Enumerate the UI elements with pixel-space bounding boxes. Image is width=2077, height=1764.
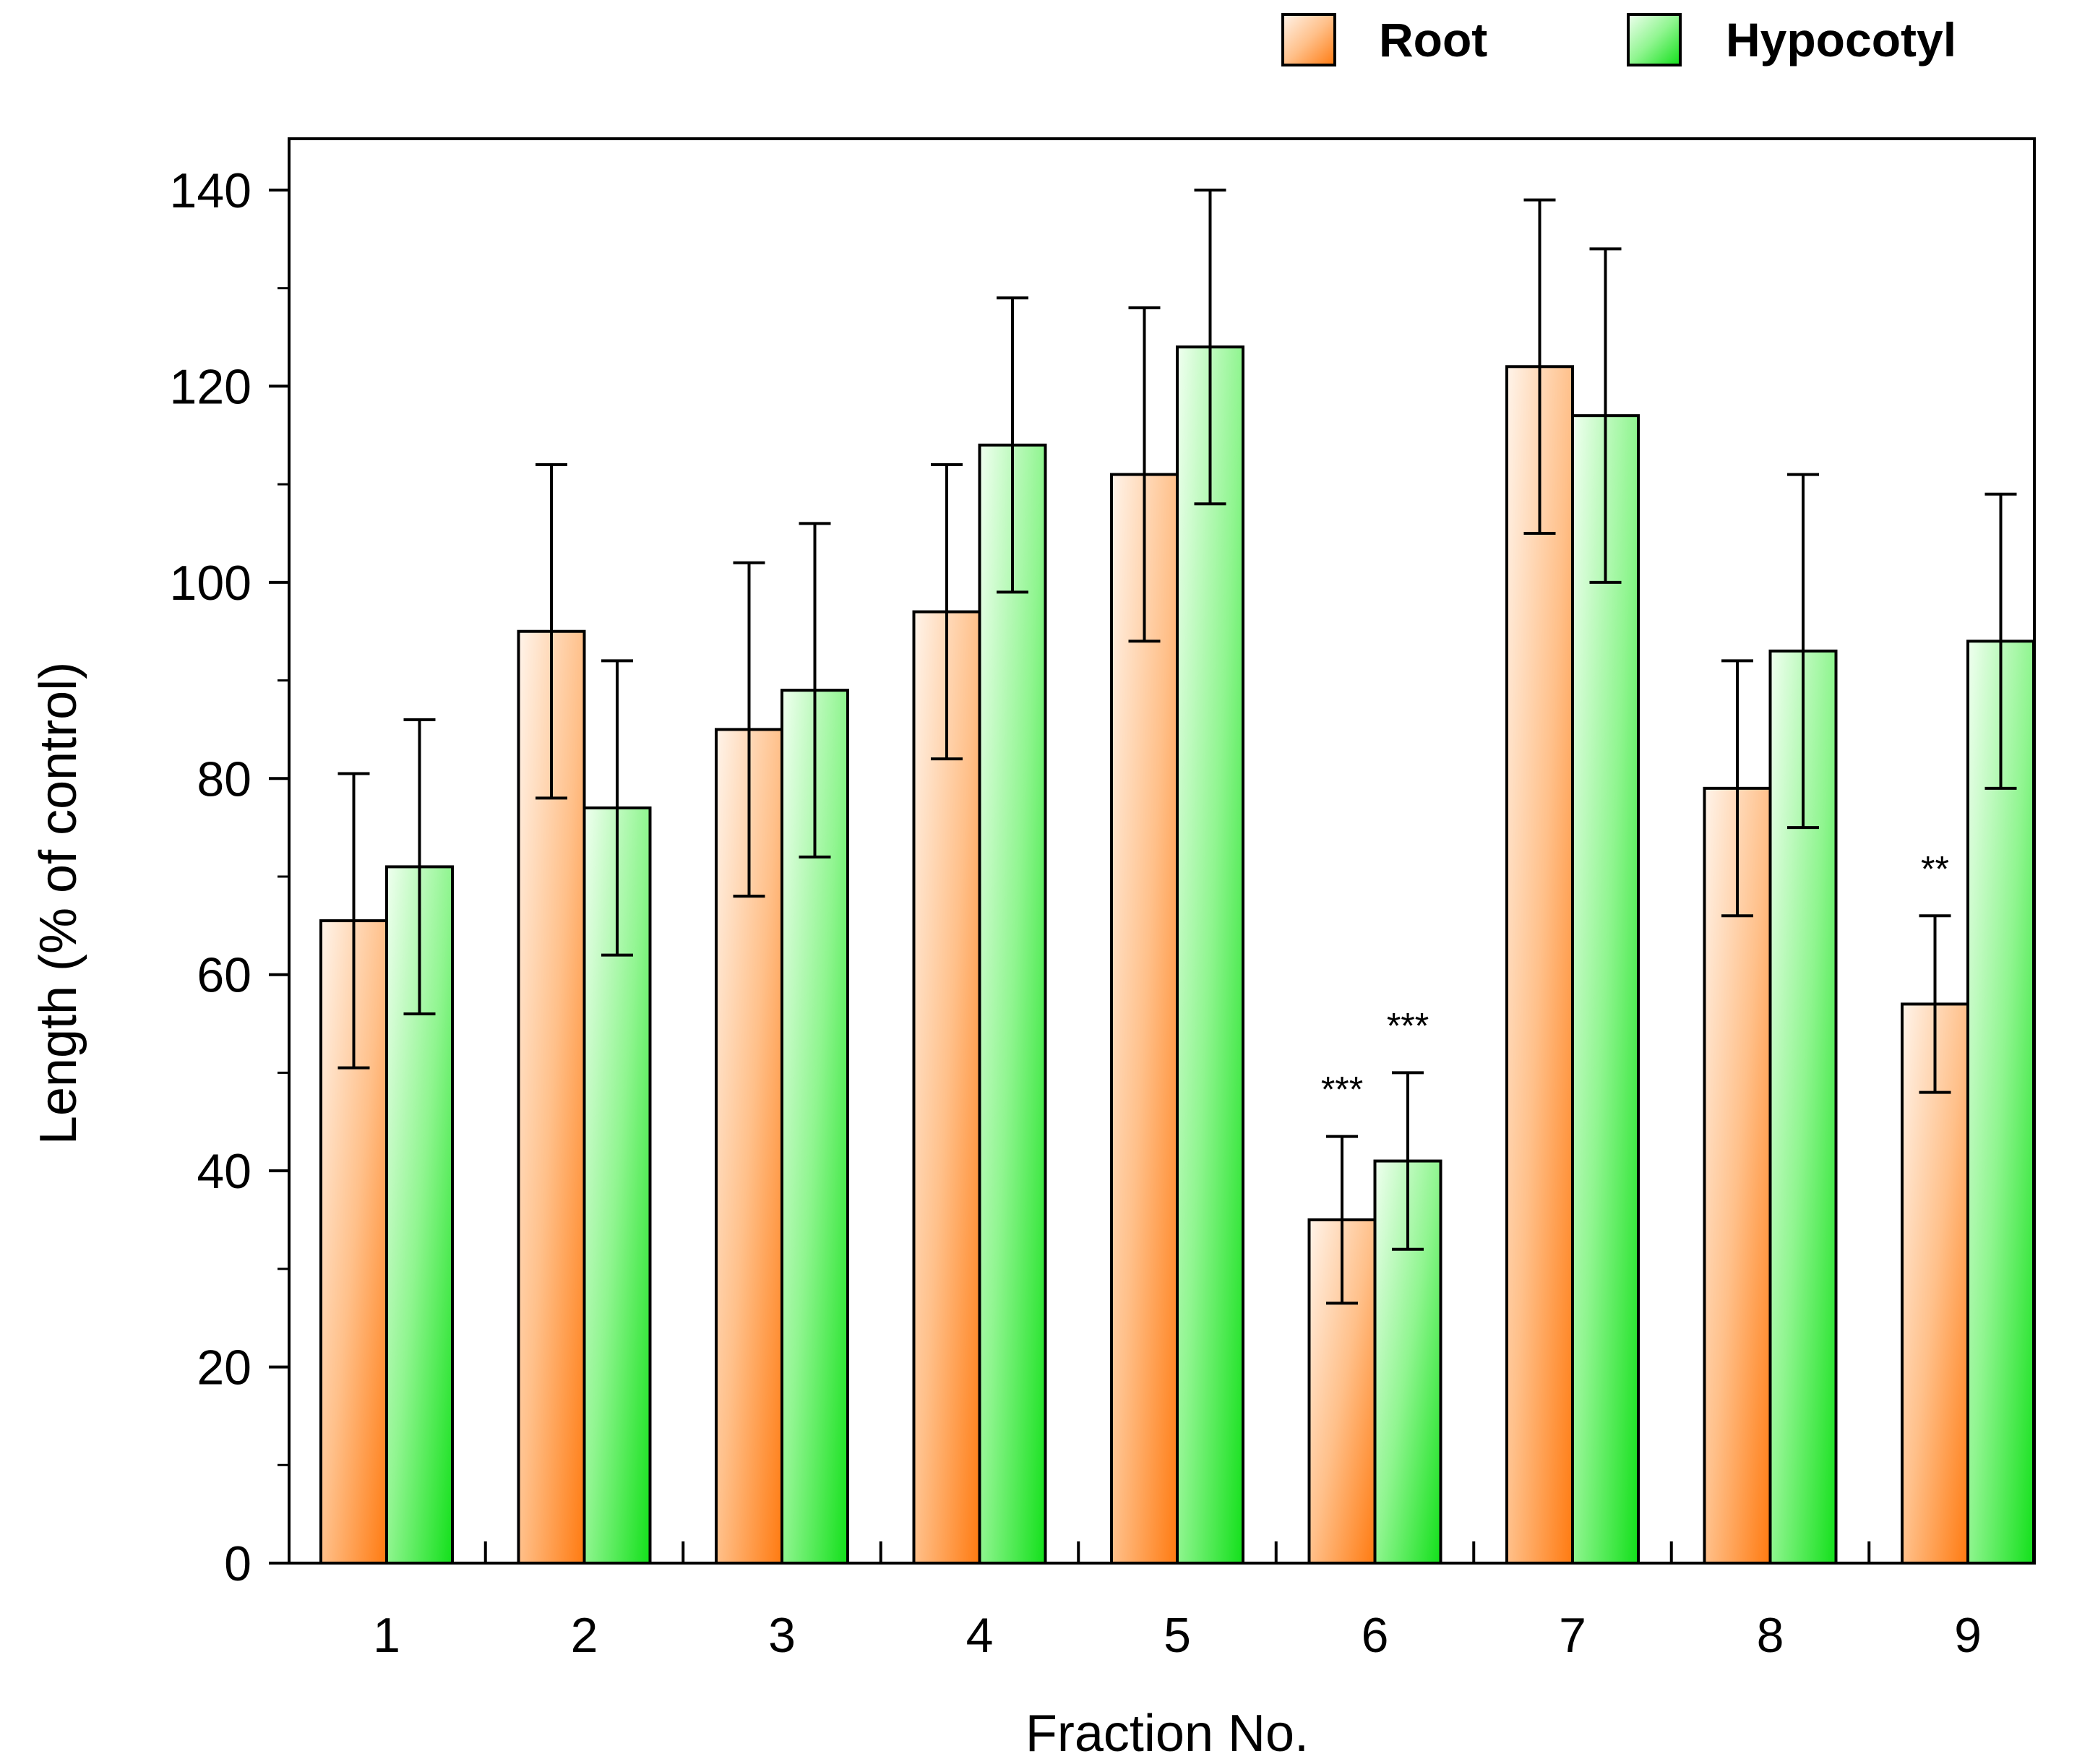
legend-swatch-hypocotyl — [1627, 13, 1682, 66]
axes — [269, 137, 2036, 1565]
x-axis-title: Fraction No. — [1025, 1705, 1309, 1760]
y-tick-label: 20 — [197, 1341, 251, 1395]
x-tick-label: 1 — [373, 1608, 400, 1663]
x-tick-label: 6 — [1362, 1608, 1389, 1663]
x-tick-label: 8 — [1757, 1608, 1784, 1663]
y-tick-label: 120 — [170, 359, 251, 414]
legend-label-root: Root — [1379, 13, 1487, 66]
y-tick-label: 60 — [197, 948, 251, 1003]
bars — [319, 345, 2035, 1565]
y-tick-label: 100 — [170, 556, 251, 611]
bar-root-7 — [1505, 365, 1574, 1565]
bar-hypocotyl-4 — [978, 443, 1047, 1565]
x-tick-label: 7 — [1559, 1608, 1586, 1663]
y-axis-title: Length (% of control) — [30, 662, 87, 1145]
x-tick-label: 2 — [571, 1608, 598, 1663]
bar-hypocotyl-7 — [1571, 414, 1640, 1565]
significance-label: ** — [1921, 848, 1949, 889]
x-tick-label: 9 — [1954, 1608, 1982, 1663]
x-tick-label: 3 — [768, 1608, 796, 1663]
y-tick-label: 40 — [197, 1144, 251, 1199]
bar-root-5 — [1110, 473, 1179, 1565]
x-tick-label: 5 — [1164, 1608, 1191, 1663]
y-tick-label: 140 — [170, 163, 251, 218]
legend-swatch-root — [1281, 13, 1336, 66]
annotations: ******** — [1321, 848, 1949, 1109]
significance-label: *** — [1321, 1070, 1363, 1110]
x-tick-label: 4 — [966, 1608, 994, 1663]
y-tick-label: 80 — [197, 752, 251, 806]
error-bars — [337, 189, 2017, 1305]
significance-label: *** — [1387, 1005, 1429, 1046]
axis-labels: 0 20 40 60 80 100 120 140 1 2 3 4 5 6 7 8 9 Fraction No. L… — [30, 163, 1982, 1763]
bar-hypocotyl-2 — [582, 806, 652, 1565]
plot-frame — [288, 137, 2036, 1565]
bar-hypocotyl-5 — [1176, 345, 1244, 1565]
y-tick-label: 0 — [224, 1536, 251, 1591]
legend-label-hypocotyl: Hypocotyl — [1726, 13, 1956, 66]
legend: Root Hypocotyl — [1281, 13, 1956, 66]
